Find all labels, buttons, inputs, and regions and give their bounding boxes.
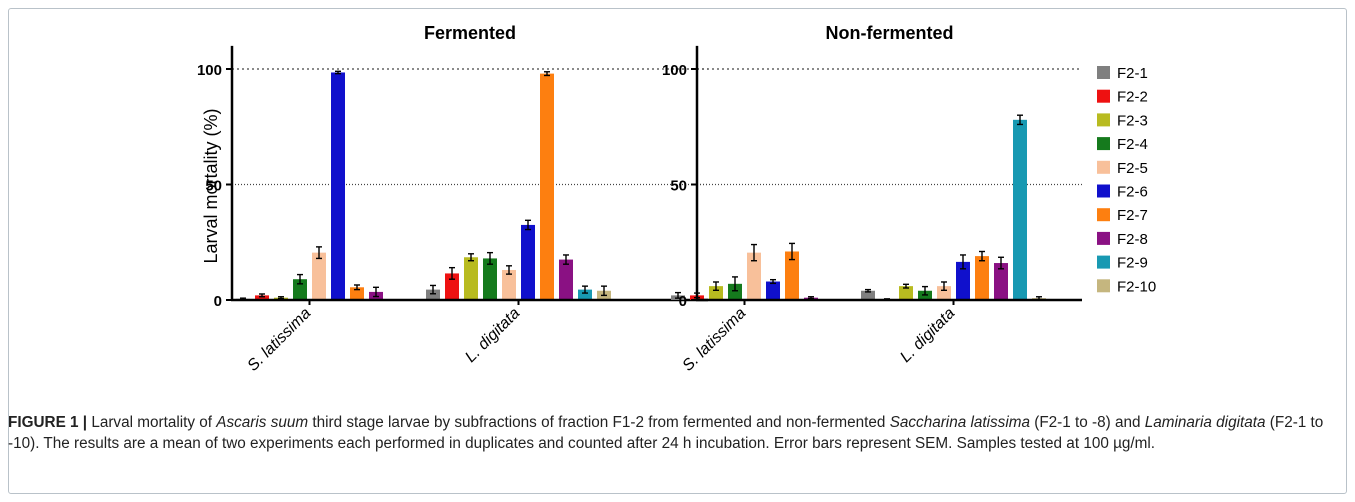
bar-F2-5-2 <box>937 286 951 300</box>
y-tick-label-0: 0 <box>214 293 222 310</box>
bar-F2-9-2 <box>578 289 592 300</box>
legend-swatch-F2-8 <box>1097 231 1110 245</box>
legend-label-F2-1: F2-1 <box>1117 65 1148 82</box>
legend-item-F2-8: F2-8 <box>1097 231 1148 248</box>
bar-F2-1-2 <box>861 290 875 300</box>
caption-text-4: (F2-1 to -10). The results are a mean of… <box>8 414 1324 452</box>
caption-text-1: Larval mortality of <box>87 414 217 431</box>
legend-swatch-F2-10 <box>1097 279 1110 293</box>
bar-F2-2-1 <box>255 295 269 300</box>
bar-F2-2-2 <box>445 273 459 300</box>
bar-F2-7-2 <box>540 73 554 301</box>
legend-swatch-F2-2 <box>1097 89 1110 103</box>
x-tick-label-2: L. digitata <box>462 305 523 366</box>
legend-item-F2-2: F2-2 <box>1097 89 1148 106</box>
legend-swatch-F2-5 <box>1097 160 1110 174</box>
caption-species-1: Ascaris suum <box>216 414 309 431</box>
bar-F2-4-1 <box>728 283 742 300</box>
legend-label-F2-3: F2-3 <box>1117 112 1148 129</box>
legend-label-F2-5: F2-5 <box>1117 160 1148 177</box>
y-tick-label-100: 100 <box>662 62 687 79</box>
bar-F2-3-2 <box>899 286 913 300</box>
legend-swatch-F2-4 <box>1097 137 1110 151</box>
legend-item-F2-9: F2-9 <box>1097 255 1148 272</box>
bar-F2-4-2 <box>483 258 497 300</box>
y-tick-label-50: 50 <box>205 178 222 195</box>
legend-swatch-F2-7 <box>1097 208 1110 222</box>
chart-panel-2: 0 50 100 S. latissima L. digitata Non-ferment… <box>662 23 1082 375</box>
bar-F2-7-1 <box>785 251 799 300</box>
caption-text-2: third stage larvae by subfractions of fr… <box>308 414 890 431</box>
caption-species-2: Saccharina latissima <box>889 414 1030 431</box>
x-tick-label-1: S. latissima <box>679 305 749 375</box>
x-tick-label-1: S. latissima <box>244 305 314 375</box>
legend-item-F2-1: F2-1 <box>1097 65 1148 82</box>
caption-label: FIGURE 1 | <box>8 414 88 431</box>
legend-swatch-F2-1 <box>1097 66 1110 79</box>
bar-F2-7-1 <box>350 287 364 300</box>
legend-item-F2-5: F2-5 <box>1097 160 1148 177</box>
bar-F2-6-2 <box>521 224 535 300</box>
bar-F2-6-1 <box>331 72 345 300</box>
caption-species-3: Laminaria digitata <box>1144 414 1266 431</box>
legend-item-F2-6: F2-6 <box>1097 184 1148 201</box>
caption-text-3: (F2-1 to -8) and <box>1029 414 1145 431</box>
figure-chart: 0 50 100 S. latissima L. digitata Fermented La… <box>197 23 1156 375</box>
legend-label-F2-6: F2-6 <box>1117 184 1148 201</box>
chart-title: Non-fermented <box>825 23 953 43</box>
legend-label-F2-4: F2-4 <box>1117 136 1148 153</box>
bar-F2-5-2 <box>502 269 516 300</box>
bar-F2-6-1 <box>766 281 780 300</box>
bar-F2-8-2 <box>559 259 573 300</box>
y-tick-label-50: 50 <box>670 178 687 195</box>
legend-swatch-F2-3 <box>1097 113 1110 127</box>
bar-F2-4-1 <box>293 279 307 300</box>
bar-F2-5-1 <box>312 252 326 300</box>
legend-label-F2-8: F2-8 <box>1117 231 1148 248</box>
bar-F2-3-1 <box>709 286 723 300</box>
bar-F2-6-2 <box>956 261 970 300</box>
legend-swatch-F2-6 <box>1097 184 1110 198</box>
legend-item-F2-3: F2-3 <box>1097 112 1148 129</box>
y-tick-label-0: 0 <box>679 293 687 310</box>
y-axis-label: Larval mortality (%) <box>201 108 221 263</box>
bar-F2-5-1 <box>747 252 761 300</box>
figure-caption: FIGURE 1 | Larval mortality of Ascaris s… <box>8 412 1328 454</box>
legend-swatch-F2-9 <box>1097 255 1110 269</box>
legend-label-F2-2: F2-2 <box>1117 89 1148 106</box>
chart-title: Fermented <box>424 23 516 43</box>
x-tick-label-2: L. digitata <box>897 305 958 366</box>
legend-item-F2-10: F2-10 <box>1097 278 1156 295</box>
bar-F2-3-2 <box>464 257 478 300</box>
legend-label-F2-9: F2-9 <box>1117 255 1148 272</box>
legend-label-F2-7: F2-7 <box>1117 207 1148 224</box>
legend-item-F2-4: F2-4 <box>1097 136 1148 153</box>
y-tick-label-100: 100 <box>197 62 222 79</box>
bar-F2-7-2 <box>975 256 989 300</box>
chart-panel-1: 0 50 100 S. latissima L. digitata Fermented La… <box>197 23 708 375</box>
bar-F2-8-2 <box>994 263 1008 300</box>
legend-item-F2-7: F2-7 <box>1097 207 1148 224</box>
bar-F2-1-2 <box>426 289 440 300</box>
legend-label-F2-10: F2-10 <box>1117 278 1156 295</box>
bar-F2-9-2 <box>1013 119 1027 300</box>
